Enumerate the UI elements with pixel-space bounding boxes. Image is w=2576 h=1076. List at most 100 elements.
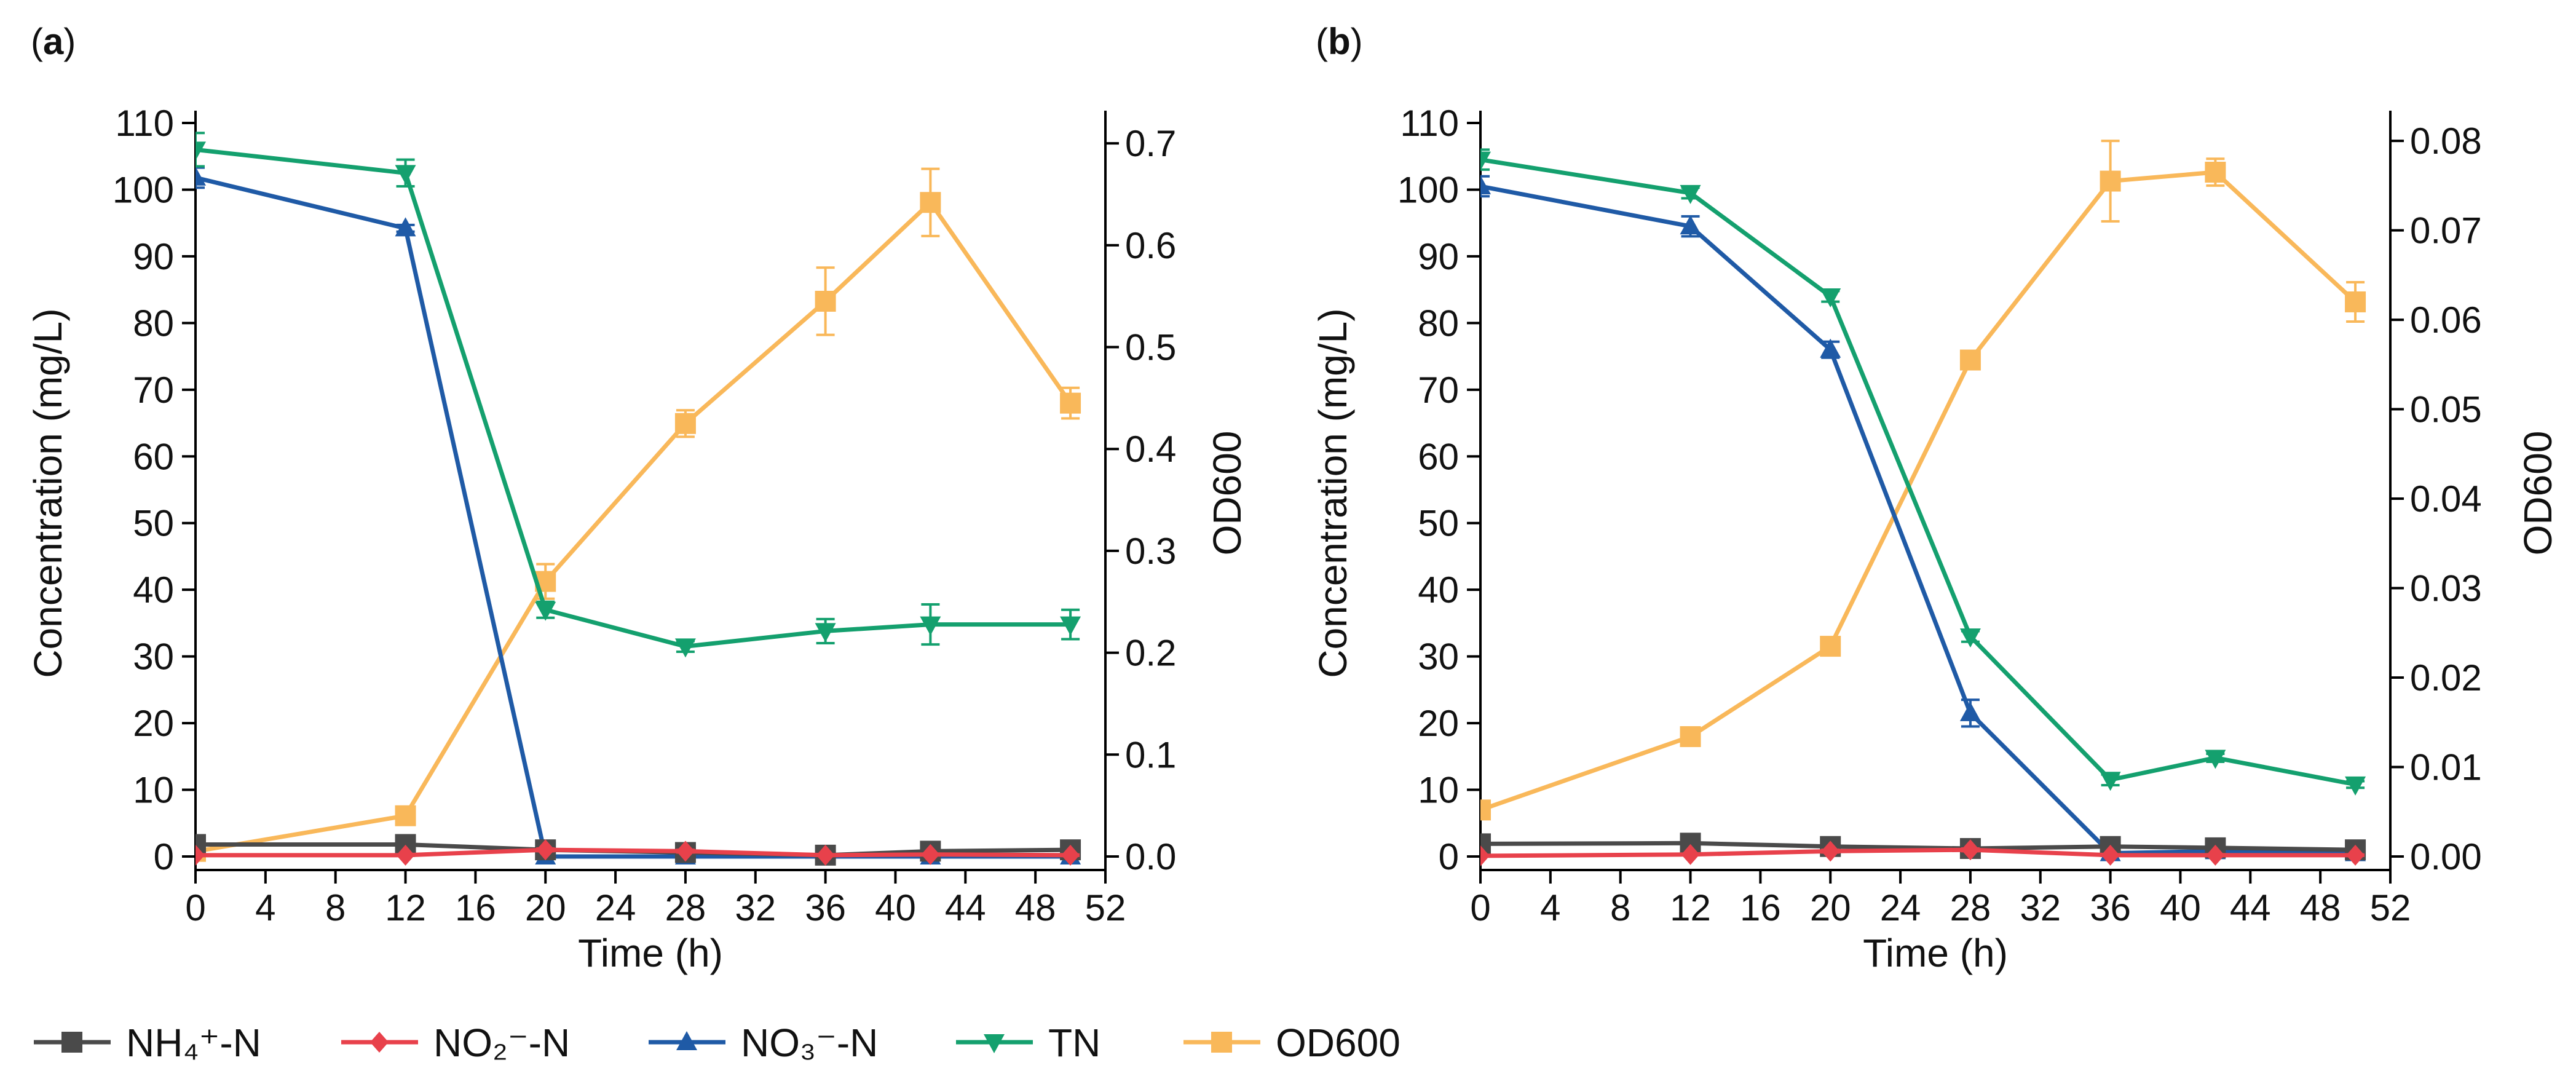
panel-b-no2-point <box>2206 844 2225 866</box>
legend: NH₄⁺-N NO₂⁻-N NO₃⁻-N TN OD600 <box>34 1021 1401 1065</box>
panel-a-x-tick-label: 12 <box>385 887 426 928</box>
panel-b-x-axis-title: Time (h) <box>1863 931 2008 975</box>
panel-b-no2-point <box>2101 844 2120 866</box>
panel-a-y-tick-label: 30 <box>133 636 174 678</box>
panel-a-series-no2 <box>196 839 1080 866</box>
panel-b-no3-point <box>1680 215 1701 235</box>
panel-b-y2-tick-label: 0.08 <box>2410 121 2482 162</box>
panel-b-x-tick-label: 24 <box>1880 887 1921 928</box>
panel-a-y-axis-title: Concentration (mg/L) <box>26 308 70 678</box>
panel-a-od600-line <box>196 200 1072 854</box>
panel-b-y-tick-label: 90 <box>1418 236 1459 277</box>
panel-b-axes: 0 4 8 12 16 20 24 28 32 36 40 44 48 52010203040506070… <box>1397 103 2482 928</box>
legend-item-tn: TN <box>956 1021 1100 1065</box>
panel-a-y-tick-label: 100 <box>113 169 174 210</box>
panel-a-tn-line <box>196 147 1071 649</box>
panel-a-x-tick-label: 20 <box>525 887 566 928</box>
panel-a-od600-point <box>395 805 416 826</box>
panel-b-series-od600 <box>1480 140 2366 821</box>
panel-b-y2-tick-label: 0.00 <box>2410 836 2482 877</box>
legend-tn-swatch <box>956 1034 1033 1053</box>
panel-b-y2-tick-label: 0.02 <box>2410 657 2482 698</box>
panel-a-tn-point <box>196 141 206 161</box>
panel-a-x-axis-title: Time (h) <box>578 931 723 975</box>
panel-a-no3-point <box>395 217 416 237</box>
panel-a-no2-point <box>676 841 695 862</box>
legend-no3-swatch <box>649 1031 725 1050</box>
legend-item-no2: NO₂⁻-N <box>341 1021 570 1065</box>
panel-a-x-tick-label: 0 <box>185 887 205 928</box>
panel-b-series-no3 <box>1480 175 2366 861</box>
panel-a-x-tick-label: 48 <box>1015 887 1056 928</box>
panel-a-y-tick-label: 70 <box>133 370 174 411</box>
panel-b-label: (b) <box>1316 21 1363 62</box>
panel-a-y-tick-label: 10 <box>133 770 174 811</box>
panel-a-series-no3 <box>196 166 1081 864</box>
panel-a-y2-tick-label: 0.4 <box>1125 429 1176 470</box>
panel-b-no3-point <box>1480 175 1491 195</box>
panel-b-x-tick-label: 12 <box>1670 887 1711 928</box>
panel-a-no2-point <box>196 844 205 866</box>
legend-nh4-marker <box>61 1032 82 1053</box>
chart-panel-b: (b) 0 4 8 12 16 20 24 28 32 36 40 44 48 5201020304050… <box>1311 21 2560 975</box>
panel-a-tn-point <box>395 165 416 184</box>
panel-b-x-tick-label: 4 <box>1540 887 1560 928</box>
panel-b-series-tn <box>1480 148 2366 796</box>
panel-b-od600-point <box>1820 636 1841 657</box>
panel-b-y-tick-label: 0 <box>1439 836 1459 877</box>
panel-a-no2-point <box>1061 844 1080 866</box>
panel-a-tn-point <box>674 638 696 658</box>
panel-a-x-tick-label: 16 <box>455 887 496 928</box>
panel-a-no2-point <box>921 844 940 865</box>
panel-b-y-tick-label: 30 <box>1418 636 1459 678</box>
panel-b-y2-tick-label: 0.04 <box>2410 478 2482 520</box>
panel-b-od600-line <box>1480 170 2357 812</box>
panel-a-y2-tick-label: 0.6 <box>1125 225 1176 266</box>
legend-no2-swatch <box>341 1032 418 1053</box>
panel-b-no2-point <box>2346 844 2365 866</box>
panel-a-y2-tick-label: 0.7 <box>1125 123 1176 164</box>
panel-b-x-tick-label: 44 <box>2230 887 2271 928</box>
panel-b-y-tick-label: 80 <box>1418 303 1459 344</box>
panel-a-x-tick-label: 32 <box>735 887 776 928</box>
panel-a-x-tick-label: 52 <box>1085 887 1126 928</box>
panel-b-y-tick-label: 100 <box>1397 169 1459 210</box>
panel-a-no2-point <box>536 839 555 861</box>
panel-b-y2-tick-label: 0.07 <box>2410 210 2482 251</box>
panel-a-y2-axis-title: OD600 <box>1205 431 1249 556</box>
panel-a-x-tick-label: 8 <box>325 887 346 928</box>
panel-a-y2-tick-label: 0.5 <box>1125 327 1176 368</box>
panel-b-od600-point <box>2100 170 2121 192</box>
panel-a-y-tick-label: 20 <box>133 703 174 744</box>
panel-a-od600-point <box>1060 392 1081 414</box>
panel-a-y-tick-label: 110 <box>115 103 174 144</box>
legend-nh4-swatch <box>34 1032 111 1053</box>
panel-a-no3-point <box>196 166 206 186</box>
panel-a-no3-line <box>196 175 1071 859</box>
panel-b-tn-point <box>2100 772 2121 791</box>
panel-b-y2-tick-label: 0.01 <box>2410 747 2482 788</box>
panel-b-no3-point <box>1820 338 1841 358</box>
panel-a-y-tick-label: 40 <box>133 569 174 611</box>
legend-od600-label: OD600 <box>1276 1021 1401 1065</box>
panel-b-od600-point <box>1480 799 1491 821</box>
panel-b-od600-point <box>1959 349 1981 371</box>
legend-tn-label: TN <box>1048 1021 1100 1065</box>
panel-b-y2-axis-title: OD600 <box>2516 431 2560 556</box>
panel-a-y2-tick-label: 0.2 <box>1125 633 1176 674</box>
panel-b-no3-point <box>1959 702 1981 721</box>
panel-b-od600-point <box>2205 162 2226 183</box>
panel-b-x-tick-label: 0 <box>1470 887 1490 928</box>
panel-a-y2-tick-label: 0.0 <box>1125 836 1176 877</box>
legend-no3-label: NO₃⁻-N <box>741 1021 878 1065</box>
panel-a-axes: 0 4 8 12 16 20 24 28 32 36 40 44 48 52010203040506070… <box>113 103 1177 928</box>
panel-b-no2-point <box>1480 845 1490 866</box>
panel-b-od600-point <box>1680 726 1701 748</box>
panel-b-no2-point <box>1681 844 1700 865</box>
panel-a-x-tick-label: 24 <box>595 887 636 928</box>
panel-a-y-tick-label: 80 <box>133 303 174 344</box>
legend-no2-marker <box>370 1032 389 1053</box>
panel-b-y-tick-label: 20 <box>1418 703 1459 744</box>
legend-item-od600: OD600 <box>1183 1021 1401 1065</box>
panel-b-y-tick-label: 70 <box>1418 370 1459 411</box>
